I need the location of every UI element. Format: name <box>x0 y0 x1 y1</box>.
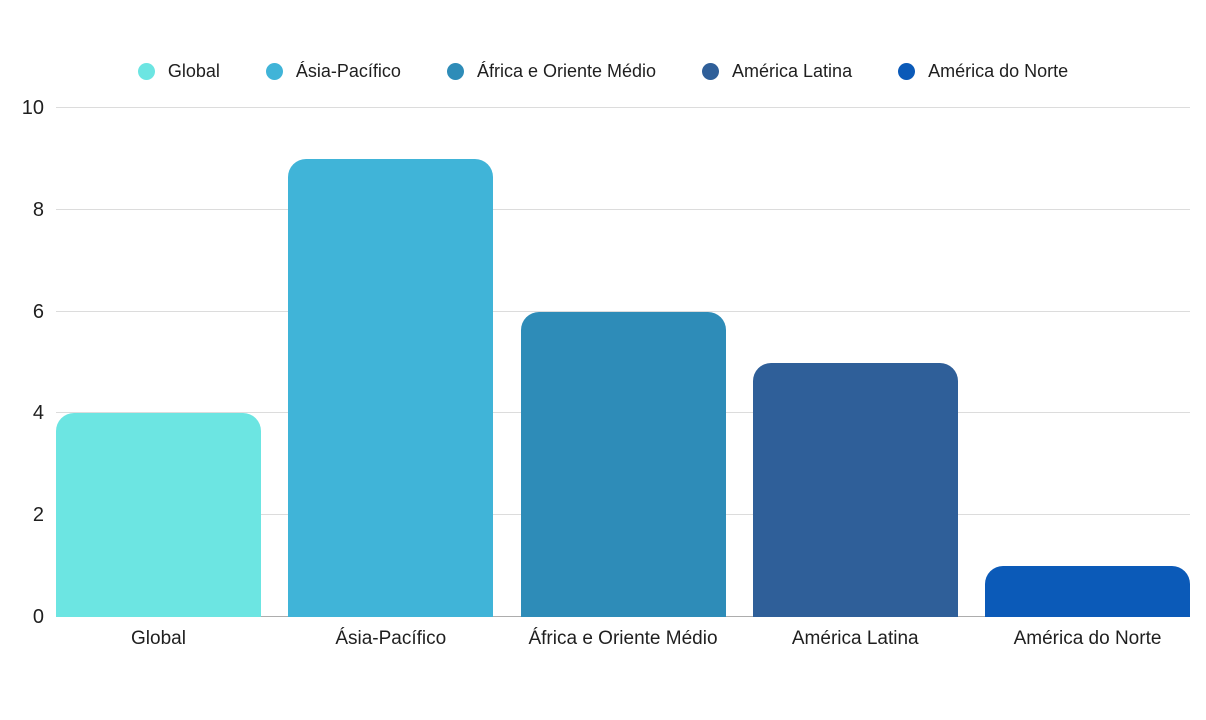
y-tick-label: 0 <box>32 606 44 628</box>
legend-swatch-icon <box>265 63 283 80</box>
legend-swatch-icon <box>446 63 464 80</box>
legend-label: Global <box>167 61 220 81</box>
x-axis-label-4: América do Norte <box>1013 628 1162 649</box>
bars-layer <box>56 108 1190 617</box>
plot-area: 0 2 4 6 8 10 Global Ásia-Pacífico África e Orie… <box>22 98 1190 649</box>
legend-swatch-icon <box>702 63 720 80</box>
gridline-y8 <box>56 208 1190 210</box>
bar--sia-pac-fico[interactable] <box>288 158 494 617</box>
bar-global[interactable] <box>56 413 261 617</box>
legend-item-2[interactable]: África e Oriente Médio <box>446 61 657 82</box>
y-tick-label: 4 <box>32 402 44 425</box>
legend-label: América do Norte <box>928 61 1069 81</box>
x-axis-label-2: África e Oriente Médio <box>528 628 718 649</box>
x-axis-label-0: Global <box>131 628 186 649</box>
legend-label: África e Oriente Médio <box>476 61 657 81</box>
legend-item-1[interactable]: Ásia-Pacífico <box>265 61 401 82</box>
legend-label: América Latina <box>732 61 853 81</box>
bar-am-rica-latina[interactable] <box>752 362 958 617</box>
legend-swatch-icon <box>898 63 916 80</box>
y-tick-label: 10 <box>21 97 44 119</box>
bar--frica-e-oriente-m-dio[interactable] <box>520 311 726 617</box>
chart-legend: Global Ásia-Pacífico África e Oriente Médi… <box>0 61 1206 82</box>
y-tick-label: 6 <box>32 300 44 323</box>
bar-am-rica-do-norte[interactable] <box>985 566 1190 617</box>
gridline-y10 <box>56 107 1190 108</box>
x-axis-label-3: América Latina <box>791 628 919 649</box>
legend-item-3[interactable]: América Latina <box>702 61 852 82</box>
legend-swatch-icon <box>137 63 155 80</box>
gridline-y6 <box>56 310 1190 312</box>
legend-item-0[interactable]: Global <box>137 61 220 82</box>
x-axis-label-1: Ásia-Pacífico <box>335 628 447 649</box>
legend-item-4[interactable]: América do Norte <box>898 61 1068 82</box>
x-axis-labels: Global Ásia-Pacífico África e Oriente Médi… <box>56 628 1190 650</box>
legend-label: Ásia-Pacífico <box>295 61 401 81</box>
y-tick-label: 2 <box>32 504 44 527</box>
y-tick-label: 8 <box>32 198 44 221</box>
